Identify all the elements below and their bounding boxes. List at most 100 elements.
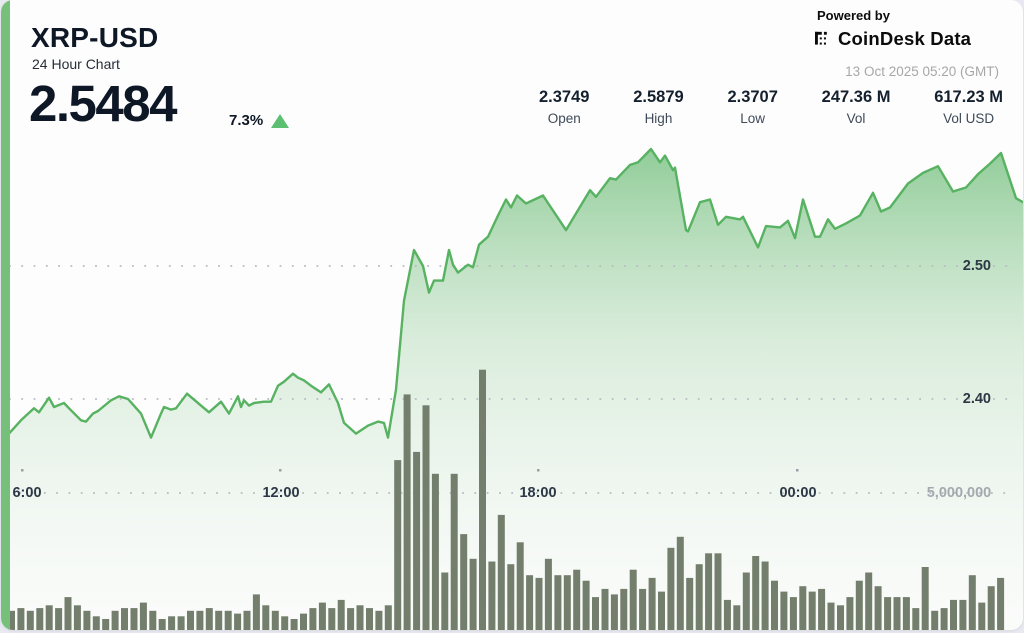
volume-bar — [281, 616, 289, 630]
powered-by-text: Powered by — [817, 8, 890, 23]
stat-vol-usd-value: 617.23 M — [934, 88, 1003, 106]
volume-bar — [959, 599, 967, 630]
volume-bar — [629, 569, 637, 630]
volume-bar — [366, 608, 373, 630]
volume-bar — [234, 613, 242, 630]
volume-bar — [789, 597, 797, 630]
volume-bar — [921, 567, 929, 630]
volume-bar — [827, 602, 835, 630]
volume-bar — [997, 577, 1005, 630]
timestamp: 13 Oct 2025 05:20 (GMT) — [845, 64, 999, 79]
provider-logo[interactable]: CoinDesk Data — [815, 28, 971, 50]
volume-bar — [554, 575, 562, 630]
volume-bar — [168, 616, 176, 630]
stat-vol-value: 247.36 M — [821, 88, 891, 106]
volume-bar — [516, 542, 524, 630]
volume-bar — [121, 608, 128, 630]
volume-bar — [884, 597, 892, 630]
volume-bar — [337, 599, 345, 630]
stat-high-label: High — [644, 111, 673, 126]
volume-bar — [375, 610, 383, 630]
volume-bar — [573, 569, 581, 630]
volume-bar — [215, 610, 223, 630]
volume-bar — [931, 610, 939, 630]
volume-bar — [300, 613, 307, 630]
volume-bar — [177, 616, 185, 630]
volume-bar — [723, 599, 731, 630]
volume-bar — [139, 602, 147, 630]
volume-bar — [479, 369, 486, 630]
volume-bar — [309, 608, 317, 630]
volume-bar — [252, 594, 260, 630]
volume-bar — [837, 605, 844, 630]
volume-bar — [902, 597, 910, 630]
stat-vol: 247.36 M Vol — [822, 88, 891, 126]
volume-bar — [780, 591, 788, 630]
volume-bar — [855, 580, 863, 630]
stat-open-value: 2.3749 — [539, 88, 590, 106]
volume-bar — [356, 605, 364, 630]
volume-bar — [695, 564, 703, 630]
volume-bar — [808, 591, 816, 630]
volume-bar — [36, 608, 44, 630]
volume-bar — [563, 575, 571, 630]
volume-bar — [752, 556, 760, 630]
up-arrow-icon — [271, 114, 289, 128]
volume-bar — [771, 580, 778, 630]
volume-bar — [328, 608, 336, 630]
volume-bar — [686, 577, 694, 630]
volume-bar — [224, 610, 232, 630]
volume-bar — [469, 558, 477, 630]
volume-bar — [83, 610, 91, 630]
stat-vol-usd: 617.23 M Vol USD — [934, 88, 1003, 126]
volume-bar — [639, 588, 647, 630]
volume-bar — [714, 553, 722, 630]
axis-tick-dot — [279, 469, 282, 472]
stat-vol-label: Vol — [846, 111, 866, 126]
volume-bar — [705, 553, 713, 630]
volume-bar — [893, 597, 901, 630]
volume-bar — [431, 473, 439, 630]
stat-open-label: Open — [547, 111, 581, 126]
volume-bar — [384, 605, 392, 630]
stat-low-label: Low — [740, 111, 766, 126]
volume-bar — [987, 586, 995, 630]
volume-bar — [874, 586, 882, 630]
volume-bar — [950, 599, 957, 630]
volume-bar — [968, 575, 976, 630]
volume-bar — [290, 619, 298, 630]
current-price: 2.5484 — [29, 75, 178, 132]
volume-bar — [55, 608, 63, 630]
volume-bar — [149, 610, 157, 630]
coindesk-logo-icon — [815, 31, 827, 45]
volume-bar — [45, 605, 53, 630]
stat-low: 2.3707 Low — [727, 88, 777, 126]
accent-stripe — [1, 0, 10, 630]
volume-bar — [761, 561, 769, 630]
volume-bar — [73, 605, 81, 630]
chart-subtitle: 24 Hour Chart — [32, 56, 120, 72]
volume-bar — [601, 588, 609, 630]
volume-bar — [460, 534, 468, 630]
volume-bar — [17, 608, 25, 630]
stat-open: 2.3749 Open — [539, 88, 589, 126]
change-percent: 7.3% — [229, 112, 264, 129]
volume-bar — [318, 602, 326, 630]
volume-bar — [912, 608, 920, 630]
volume-bar — [978, 602, 986, 630]
volume-bar — [544, 558, 552, 630]
volume-bar — [243, 610, 251, 630]
stats-row: 2.3749 Open 2.5879 High 2.3707 Low 247.3… — [539, 88, 1003, 126]
volume-bar — [940, 608, 948, 630]
volume-bar — [26, 610, 34, 630]
volume-bar — [441, 572, 449, 630]
volume-bar — [582, 580, 590, 630]
volume-bar — [158, 619, 166, 630]
volume-bar — [450, 473, 458, 630]
volume-bar — [667, 547, 675, 630]
volume-bar — [865, 572, 873, 630]
volume-bar — [92, 616, 100, 630]
